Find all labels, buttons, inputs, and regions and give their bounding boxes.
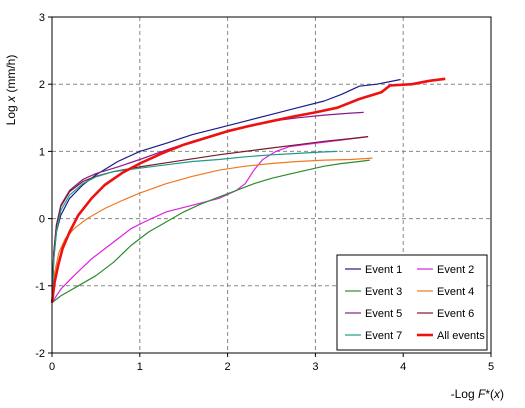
legend: Event 1 Event 2 Event 3 Event 4 Event 5 Event… xyxy=(336,254,488,351)
series-line-event-1 xyxy=(51,78,401,303)
x-tick-label: 5 xyxy=(488,361,494,373)
y-axis-title-unit: (mm/h) xyxy=(4,55,18,96)
series-lines xyxy=(50,77,446,304)
plot-area-frame xyxy=(51,16,492,354)
series-line-event-4 xyxy=(51,157,373,303)
x-axis-title-star: *( xyxy=(485,387,494,401)
x-axis-title-f: F xyxy=(478,387,486,401)
series-line-all-events xyxy=(50,77,446,303)
y-tick-label: 0 xyxy=(39,214,45,226)
y-tick-label: 1 xyxy=(39,146,45,158)
y-axis-title-variable: x xyxy=(4,95,18,103)
series-line-event-3 xyxy=(51,159,370,304)
legend-label-event-7: Event 7 xyxy=(365,330,402,342)
x-tick-label: 4 xyxy=(400,361,406,373)
x-axis-title: -Log F*(x) xyxy=(451,387,504,401)
legend-label-event-1: Event 1 xyxy=(365,264,402,276)
x-tick-label: 3 xyxy=(312,361,318,373)
x-tick-label: 1 xyxy=(137,361,143,373)
x-axis-title-x: x xyxy=(493,387,501,401)
x-axis-title-prefix: -Log xyxy=(451,387,478,401)
x-tick-label: 0 xyxy=(49,361,55,373)
x-tick-label: 2 xyxy=(225,361,231,373)
legend-label-event-2: Event 2 xyxy=(437,264,474,276)
y-tick-label: 2 xyxy=(39,79,45,91)
y-axis-title: Log x (mm/h) xyxy=(4,55,18,126)
legend-label-all-events: All events xyxy=(437,330,485,342)
x-axis-title-close: ) xyxy=(500,387,504,401)
legend-label-event-4: Event 4 xyxy=(437,286,474,298)
legend-label-event-5: Event 5 xyxy=(365,308,402,320)
legend-label-event-6: Event 6 xyxy=(437,308,474,320)
series-line-event-2 xyxy=(51,136,369,303)
gridlines xyxy=(52,17,491,353)
legend-label-event-3: Event 3 xyxy=(365,286,402,298)
legend-box xyxy=(336,254,488,351)
y-tick-label: -1 xyxy=(35,281,45,293)
y-axis-title-prefix: Log xyxy=(4,102,18,125)
series-line-event-6 xyxy=(51,136,369,303)
y-tick-label: 3 xyxy=(39,12,45,24)
tick-labels: 0 1 2 3 4 5 -2 -1 0 1 2 3 xyxy=(35,12,494,373)
y-tick-label: -2 xyxy=(35,348,45,360)
series-line-event-7 xyxy=(51,150,338,303)
